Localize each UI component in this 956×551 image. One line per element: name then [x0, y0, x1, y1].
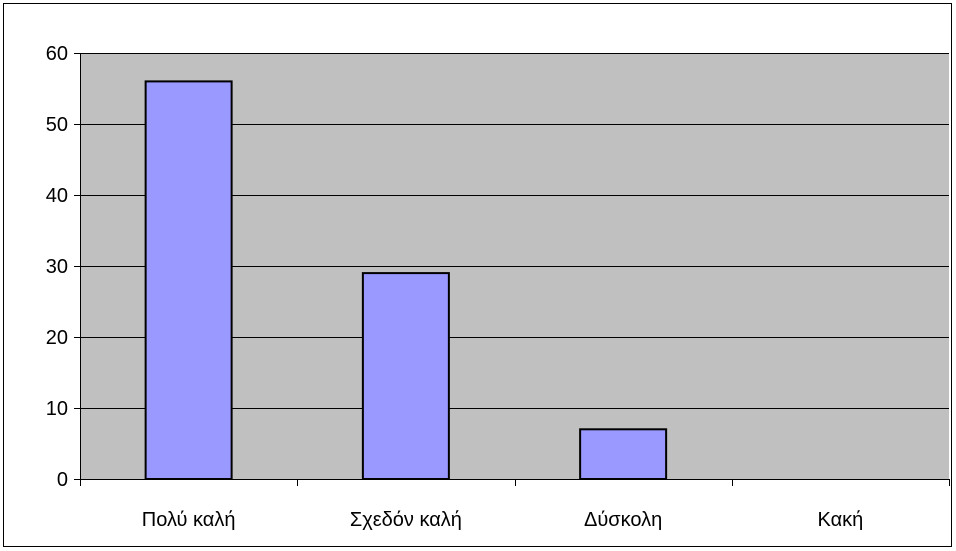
y-tick-label: 40	[46, 185, 68, 207]
x-tick-labels: Πολύ καλή Σχεδόν καλή Δύσκολη Κακή	[142, 509, 863, 531]
y-tick-label: 30	[46, 256, 68, 278]
x-tick-label: Πολύ καλή	[142, 509, 236, 531]
y-tick-label: 20	[46, 327, 68, 349]
y-tick-label: 0	[57, 469, 68, 491]
y-tick-label: 10	[46, 398, 68, 420]
bar	[144, 80, 233, 481]
x-tick-label: Δύσκολη	[584, 509, 662, 531]
bars	[144, 80, 668, 481]
y-tick-label: 50	[46, 114, 68, 136]
y-tick-labels: 0 10 20 30 40 50 60	[46, 43, 68, 491]
y-tick-label: 60	[46, 43, 68, 65]
bar	[579, 428, 668, 480]
bar	[361, 272, 450, 480]
x-tick-label: Κακή	[817, 509, 863, 531]
x-tick-label: Σχεδόν καλή	[350, 509, 462, 531]
axes	[74, 53, 950, 486]
